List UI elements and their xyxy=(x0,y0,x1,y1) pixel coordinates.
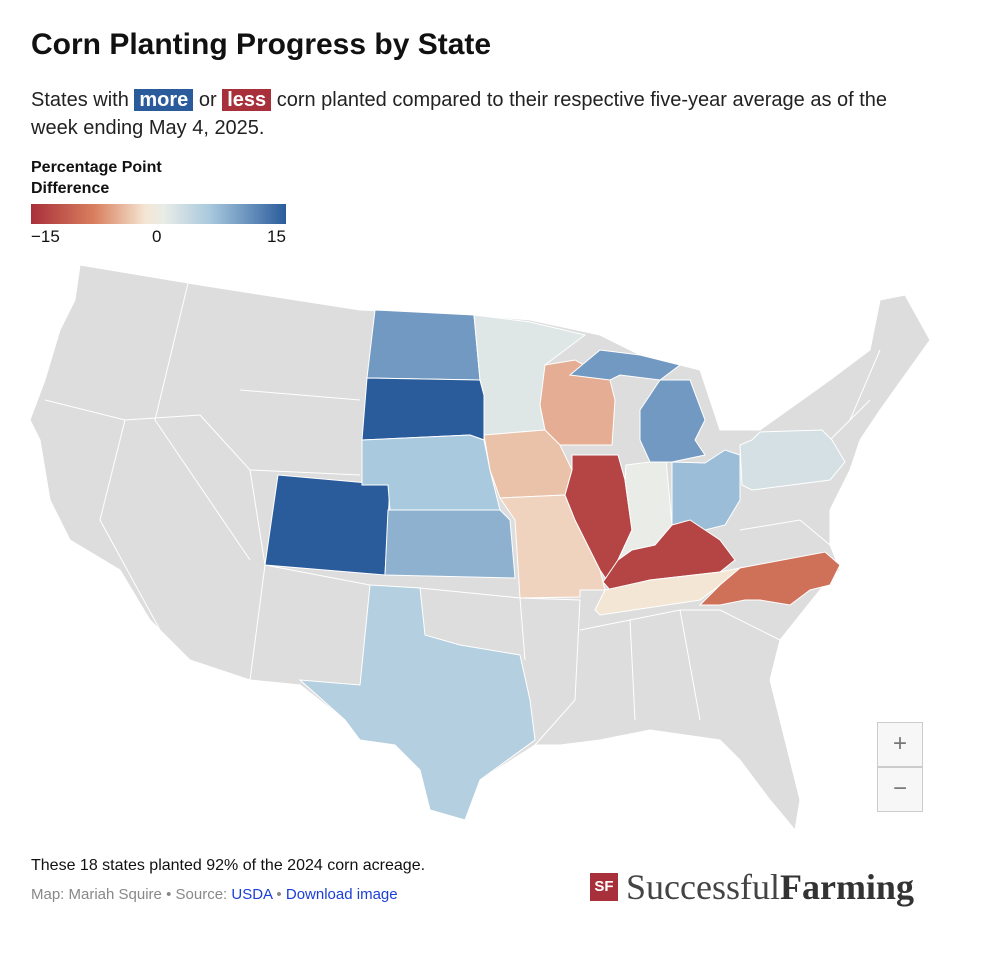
us-map[interactable]: North Dakota: 10South Dakota: 15 Colorado… xyxy=(0,250,996,850)
legend-max: 15 xyxy=(267,227,286,246)
legend-color-scale xyxy=(31,204,286,224)
subtitle-text: States with xyxy=(31,89,129,111)
page-title: Corn Planting Progress by State xyxy=(31,28,492,61)
state-pennsylvania[interactable]: Pennsylvania: 2 xyxy=(739,429,846,491)
source-label: Source: xyxy=(175,886,228,903)
state-colorado[interactable]: Colorado: 15 xyxy=(264,474,391,576)
successful-farming-logo: SF Successful Farming xyxy=(590,866,914,908)
subtitle-text: corn planted compared to their respectiv… xyxy=(31,89,888,139)
zoom-in-button[interactable]: + xyxy=(877,722,923,767)
source-link[interactable]: USDA xyxy=(231,886,273,903)
separator: • xyxy=(166,886,172,903)
logo-word: Successful xyxy=(626,867,780,907)
state-michigan[interactable]: Michigan: 10 xyxy=(568,349,682,381)
subtitle-text: or xyxy=(198,89,217,111)
legend-mid: 0 xyxy=(152,227,162,246)
separator: • xyxy=(276,886,282,903)
state-texas[interactable]: Texas: 5 xyxy=(298,584,536,821)
more-tag: more xyxy=(134,89,194,111)
map-credit: Map: Mariah Squire xyxy=(31,886,162,903)
zoom-out-button[interactable]: − xyxy=(877,767,923,812)
state-north-dakota[interactable]: North Dakota: 10 xyxy=(366,309,481,381)
download-image-link[interactable]: Download image xyxy=(285,886,398,903)
logo-word: Farming xyxy=(779,867,914,907)
credits: Map: Mariah Squire • Source: USDA • Down… xyxy=(31,886,398,903)
legend-title: Percentage Point Difference xyxy=(31,159,162,197)
subtitle: States with more or less corn planted co… xyxy=(31,86,891,142)
less-tag: less xyxy=(222,89,272,111)
state-north-carolina[interactable]: North Carolina: -9 xyxy=(698,551,841,606)
state-kansas[interactable]: Kansas: 8 xyxy=(384,509,516,579)
state-michigan[interactable]: Michigan: 10 xyxy=(639,379,706,463)
logo-mark: SF xyxy=(590,873,618,901)
legend-min: −15 xyxy=(31,227,60,246)
state-south-dakota[interactable]: South Dakota: 15 xyxy=(361,377,485,441)
footnote: These 18 states planted 92% of the 2024 … xyxy=(31,857,426,874)
state-borders xyxy=(44,274,881,746)
